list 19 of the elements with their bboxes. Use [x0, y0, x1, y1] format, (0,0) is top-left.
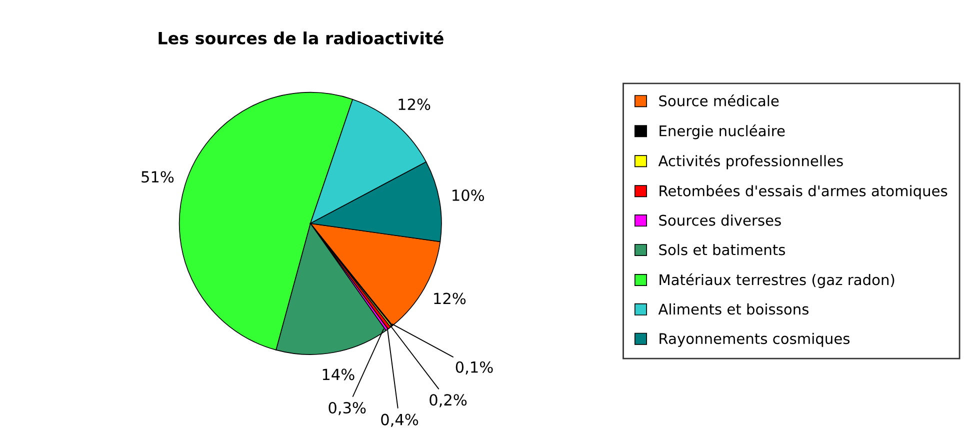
legend-label: Source médicale — [659, 94, 779, 106]
chart-title: Les sources de la radioactivité — [158, 30, 444, 44]
legend-label: Retombées d'essais d'armes atomiques — [660, 184, 948, 200]
data-label: 12% — [398, 98, 430, 110]
legend-label: Sources diverses — [659, 214, 781, 226]
legend-label: Energie nucléaire — [660, 124, 785, 140]
data-label: 51% — [142, 171, 174, 183]
data-label: 12% — [434, 292, 466, 304]
legend-label: Rayonnements cosmiques — [660, 332, 850, 347]
legend-label: Aliments et boissons — [658, 303, 808, 315]
legend-label: Sols et batiments — [659, 244, 786, 256]
legend-label: Activités professionnelles — [658, 154, 843, 170]
data-label: 14% — [322, 368, 354, 380]
data-label: 10% — [452, 189, 484, 202]
legend-label: Matériaux terrestres (gaz radon) — [660, 273, 894, 288]
data-label: 0,2% — [430, 394, 467, 408]
data-label: 0,1% — [456, 361, 493, 374]
data-label: 0,4% — [381, 414, 418, 427]
data-label: 0,3% — [328, 402, 366, 416]
